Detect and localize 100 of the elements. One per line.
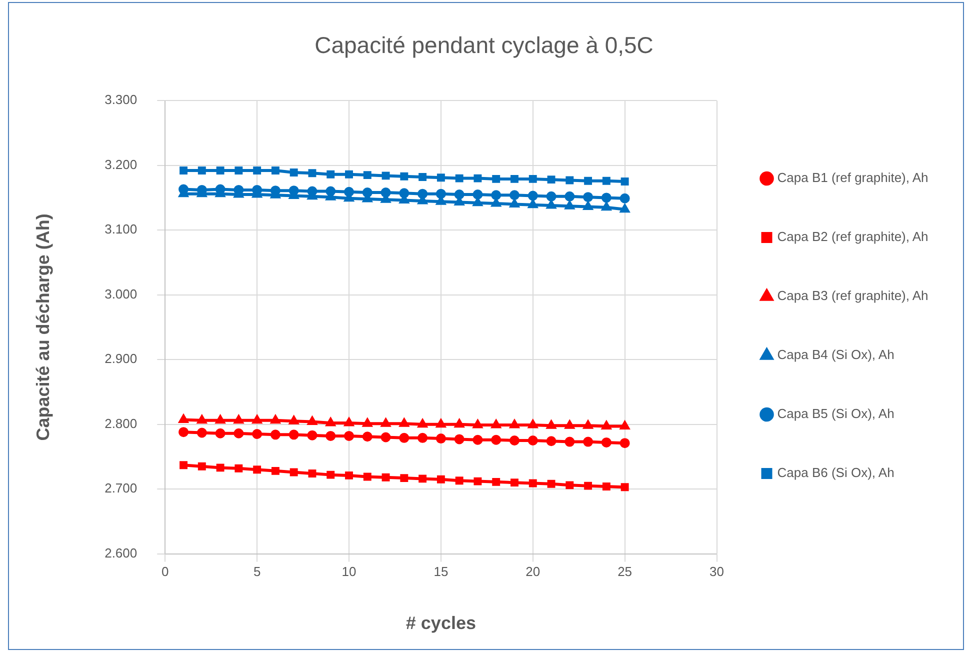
point [546, 436, 556, 446]
point [271, 466, 280, 475]
point [198, 462, 206, 470]
point [234, 166, 243, 174]
point [382, 172, 390, 180]
legend-label: Capa B4 (Si Ox), Ah [777, 347, 894, 362]
point [601, 437, 612, 448]
point [584, 176, 592, 185]
x-axis-title: # cycles [406, 613, 476, 634]
y-tick-label: 2.900 [104, 351, 138, 366]
point [472, 434, 483, 445]
point [546, 191, 556, 202]
point [620, 204, 630, 213]
legend-label: Capa B2 (ref graphite), Ah [777, 229, 928, 244]
point [399, 188, 410, 198]
point [399, 432, 410, 443]
point [509, 190, 520, 200]
point [492, 478, 500, 486]
point [178, 414, 188, 424]
point [454, 189, 464, 200]
point [509, 436, 520, 446]
point [510, 174, 518, 183]
point [583, 192, 594, 202]
y-tick-label: 2.800 [104, 416, 138, 431]
point [528, 174, 537, 183]
point [400, 172, 408, 180]
point [418, 474, 427, 483]
legend-label: Capa B5 (Si Ox), Ah [777, 406, 894, 422]
point [510, 199, 520, 208]
point [492, 174, 500, 183]
point [215, 428, 226, 438]
point [252, 429, 262, 440]
point [455, 174, 464, 182]
point [566, 176, 574, 184]
point [474, 174, 482, 182]
y-axis-title: Capacité au décharge (Ah) [32, 214, 53, 441]
legend-label: Capa B1 (ref graphite), Ah [777, 170, 928, 186]
point [362, 432, 372, 442]
point [400, 474, 408, 482]
point [288, 430, 299, 440]
point [418, 173, 427, 181]
point [178, 427, 189, 438]
point [326, 470, 335, 479]
point [455, 476, 464, 485]
point [436, 188, 446, 199]
legend-label: Capa B3 (ref graphite), Ah [777, 288, 928, 304]
point [290, 168, 298, 176]
point [528, 190, 538, 201]
y-tick-label: 3.000 [104, 286, 138, 302]
point [418, 188, 428, 199]
x-tick-label: 15 [434, 564, 448, 580]
point [180, 461, 188, 470]
point [344, 430, 354, 441]
point [271, 166, 280, 174]
point [344, 186, 354, 197]
point [307, 430, 318, 440]
point [216, 464, 224, 472]
point [528, 200, 538, 208]
y-tick-label: 2.700 [104, 480, 138, 496]
point [345, 170, 353, 178]
point [564, 191, 575, 202]
point [510, 478, 518, 487]
x-tick-label: 20 [526, 564, 540, 580]
point [326, 430, 336, 441]
point [491, 434, 502, 445]
point [528, 436, 538, 446]
point [253, 466, 262, 474]
point [436, 174, 445, 182]
x-tick-label: 0 [162, 564, 169, 580]
x-tick-label: 5 [253, 564, 261, 580]
x-tick-label: 25 [618, 564, 632, 580]
x-tick-label: 30 [710, 564, 724, 580]
point [620, 178, 629, 186]
point [380, 432, 391, 442]
point [491, 190, 502, 200]
point [472, 189, 483, 200]
point [601, 192, 612, 203]
point [583, 436, 594, 447]
point [620, 438, 630, 448]
point [564, 436, 575, 447]
point [270, 430, 280, 440]
point [362, 188, 372, 198]
chart-title: Capacité pendant cyclage à 0,5C [314, 32, 654, 58]
point [253, 166, 262, 174]
point [344, 418, 354, 426]
point [584, 482, 592, 490]
point [380, 188, 391, 198]
point [363, 171, 372, 180]
point [602, 176, 610, 185]
point [308, 169, 316, 178]
point [492, 420, 501, 428]
legend-label: Capa B6 (Si Ox), Ah [777, 465, 894, 480]
point [473, 420, 482, 428]
point [382, 473, 390, 482]
point [620, 193, 630, 204]
point [546, 200, 556, 209]
point [418, 432, 428, 443]
point [584, 202, 593, 210]
point [528, 420, 538, 428]
y-tick-label: 2.600 [104, 545, 138, 560]
